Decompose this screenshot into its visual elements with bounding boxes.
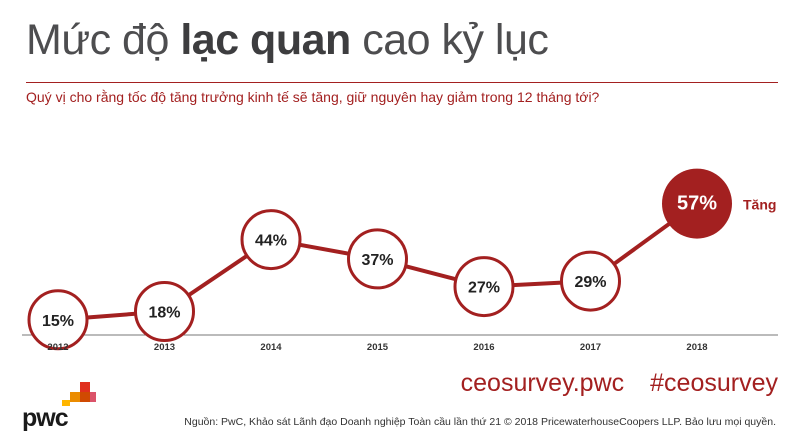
x-tick-label-2012: 2012: [47, 342, 68, 353]
page-title: Mức độ lạc quan cao kỷ lục: [26, 16, 549, 65]
chart-question: Quý vị cho rằng tốc độ tăng trưởng kinh …: [26, 89, 600, 105]
footer-links: ceosurvey.pwc #ceosurvey: [461, 369, 778, 398]
data-label-2018: 57%: [677, 193, 717, 215]
x-tick-label-2017: 2017: [580, 342, 601, 353]
x-tick-label-2015: 2015: [367, 342, 389, 353]
data-point-2018: [662, 168, 732, 239]
title-divider: [26, 82, 778, 83]
data-point-2013: [134, 280, 195, 342]
data-label-2017: 29%: [574, 274, 606, 291]
line-chart: 15% 18%44%37%27% 29%57% Tăng 2012 2013 2014 20…: [22, 168, 778, 353]
data-point-2016: [453, 256, 515, 318]
pwc-wordmark: pwc: [22, 404, 69, 432]
highlight-annotation: Tăng: [743, 197, 776, 213]
data-point-2012: [27, 289, 89, 351]
title-part-1: Mức độ: [26, 16, 181, 64]
data-label-2014: 44%: [255, 233, 287, 250]
data-point-2014: [240, 209, 302, 271]
title-emphasis: lạc quan: [180, 16, 351, 64]
x-tick-label-2018: 2018: [686, 342, 707, 353]
pwc-logo: pwc: [22, 382, 102, 438]
data-points: 15% 18% 44% 37% 27% 29% 57% Tăng: [27, 168, 776, 351]
x-tick-label-2013: 2013: [154, 342, 175, 353]
survey-link[interactable]: ceosurvey.pwc: [460, 369, 625, 397]
x-tick-label-2016: 2016: [473, 342, 494, 353]
title-part-2: cao kỷ lục: [350, 16, 549, 64]
data-label-2015: 37%: [361, 252, 393, 269]
data-label-2012: 15%: [42, 313, 74, 330]
data-point-2015: [347, 228, 408, 290]
hashtag-link[interactable]: #ceosurvey: [650, 369, 778, 397]
data-label-2016: 27%: [468, 280, 500, 297]
x-tick-label-2014: 2014: [260, 342, 282, 353]
x-tick-labels: 2012 2013 2014 2015 2016 2017 2018: [47, 342, 707, 353]
source-note: Nguồn: PwC, Khảo sát Lãnh đạo Doanh nghi…: [184, 416, 776, 428]
data-label-2013: 18%: [148, 304, 180, 321]
data-point-2017: [560, 250, 621, 312]
